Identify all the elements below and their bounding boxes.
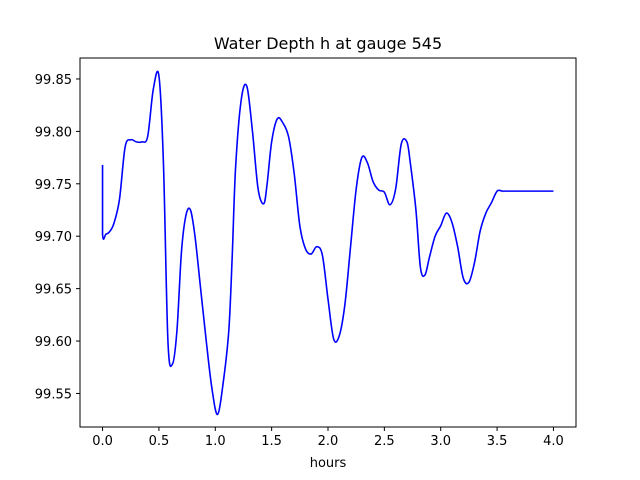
y-tick-label: 99.75 xyxy=(35,178,72,193)
x-tick-label: 0.0 xyxy=(92,434,113,449)
x-tick-label: 0.5 xyxy=(149,434,170,449)
y-tick-label: 99.80 xyxy=(35,125,72,140)
y-tick-label: 99.60 xyxy=(35,335,72,350)
x-tick-label: 1.5 xyxy=(261,434,282,449)
x-tick-label: 3.0 xyxy=(430,434,451,449)
y-axis-ticks: 99.55 99.60 99.65 99.70 99.75 99.80 99.85 xyxy=(35,73,80,402)
series-line-water-depth xyxy=(101,70,554,416)
y-tick-label: 99.85 xyxy=(35,73,72,88)
x-tick-label: 2.5 xyxy=(374,434,395,449)
x-tick-label: 1.0 xyxy=(205,434,226,449)
y-tick-label: 99.65 xyxy=(35,283,72,298)
x-axis-ticks: 0.0 0.5 1.0 1.5 2.0 2.5 3.0 3.5 4.0 xyxy=(92,427,564,449)
x-tick-label: 3.5 xyxy=(487,434,508,449)
y-tick-label: 99.55 xyxy=(35,387,72,402)
x-tick-label: 4.0 xyxy=(543,434,564,449)
x-tick-label: 2.0 xyxy=(318,434,339,449)
chart-title: Water Depth h at gauge 545 xyxy=(214,34,442,53)
x-axis-label: hours xyxy=(310,456,347,471)
y-tick-label: 99.70 xyxy=(35,230,72,245)
